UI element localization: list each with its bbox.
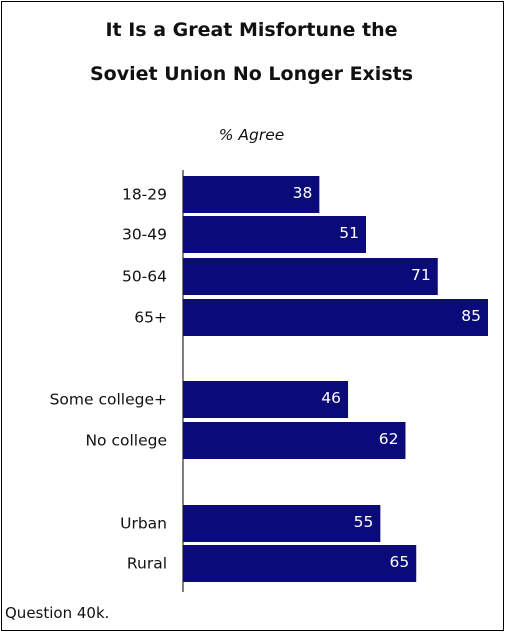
bar-6 [183, 505, 381, 542]
chart-title-line-1: It Is a Great Misfortune the [105, 19, 398, 41]
value-label-0: 38 [293, 184, 313, 202]
bar-3 [183, 299, 488, 336]
value-label-3: 85 [461, 307, 481, 325]
category-label-7: Rural [127, 555, 167, 573]
category-label-5: No college [85, 432, 167, 450]
category-label-3: 65+ [134, 309, 167, 327]
category-label-2: 50-64 [122, 268, 167, 286]
value-label-7: 65 [390, 553, 410, 571]
value-label-5: 62 [379, 430, 399, 448]
chart-title-line-2: Soviet Union No Longer Exists [89, 63, 414, 85]
chart-subtitle: % Agree [218, 126, 285, 144]
value-label-1: 51 [339, 224, 359, 242]
value-label-6: 55 [354, 513, 374, 531]
bar-2 [183, 258, 438, 295]
category-label-6: Urban [120, 515, 167, 533]
category-label-1: 30-49 [122, 226, 167, 244]
category-label-4: Some college+ [50, 391, 167, 409]
bar-4 [183, 381, 349, 418]
value-label-4: 46 [321, 389, 341, 407]
category-label-0: 18-29 [122, 186, 167, 204]
bar-1 [183, 216, 366, 253]
footnote: Question 40k. [5, 604, 110, 622]
bar-5 [183, 422, 406, 459]
bar-0 [183, 176, 320, 213]
bar-7 [183, 545, 417, 582]
value-label-2: 71 [411, 266, 431, 284]
